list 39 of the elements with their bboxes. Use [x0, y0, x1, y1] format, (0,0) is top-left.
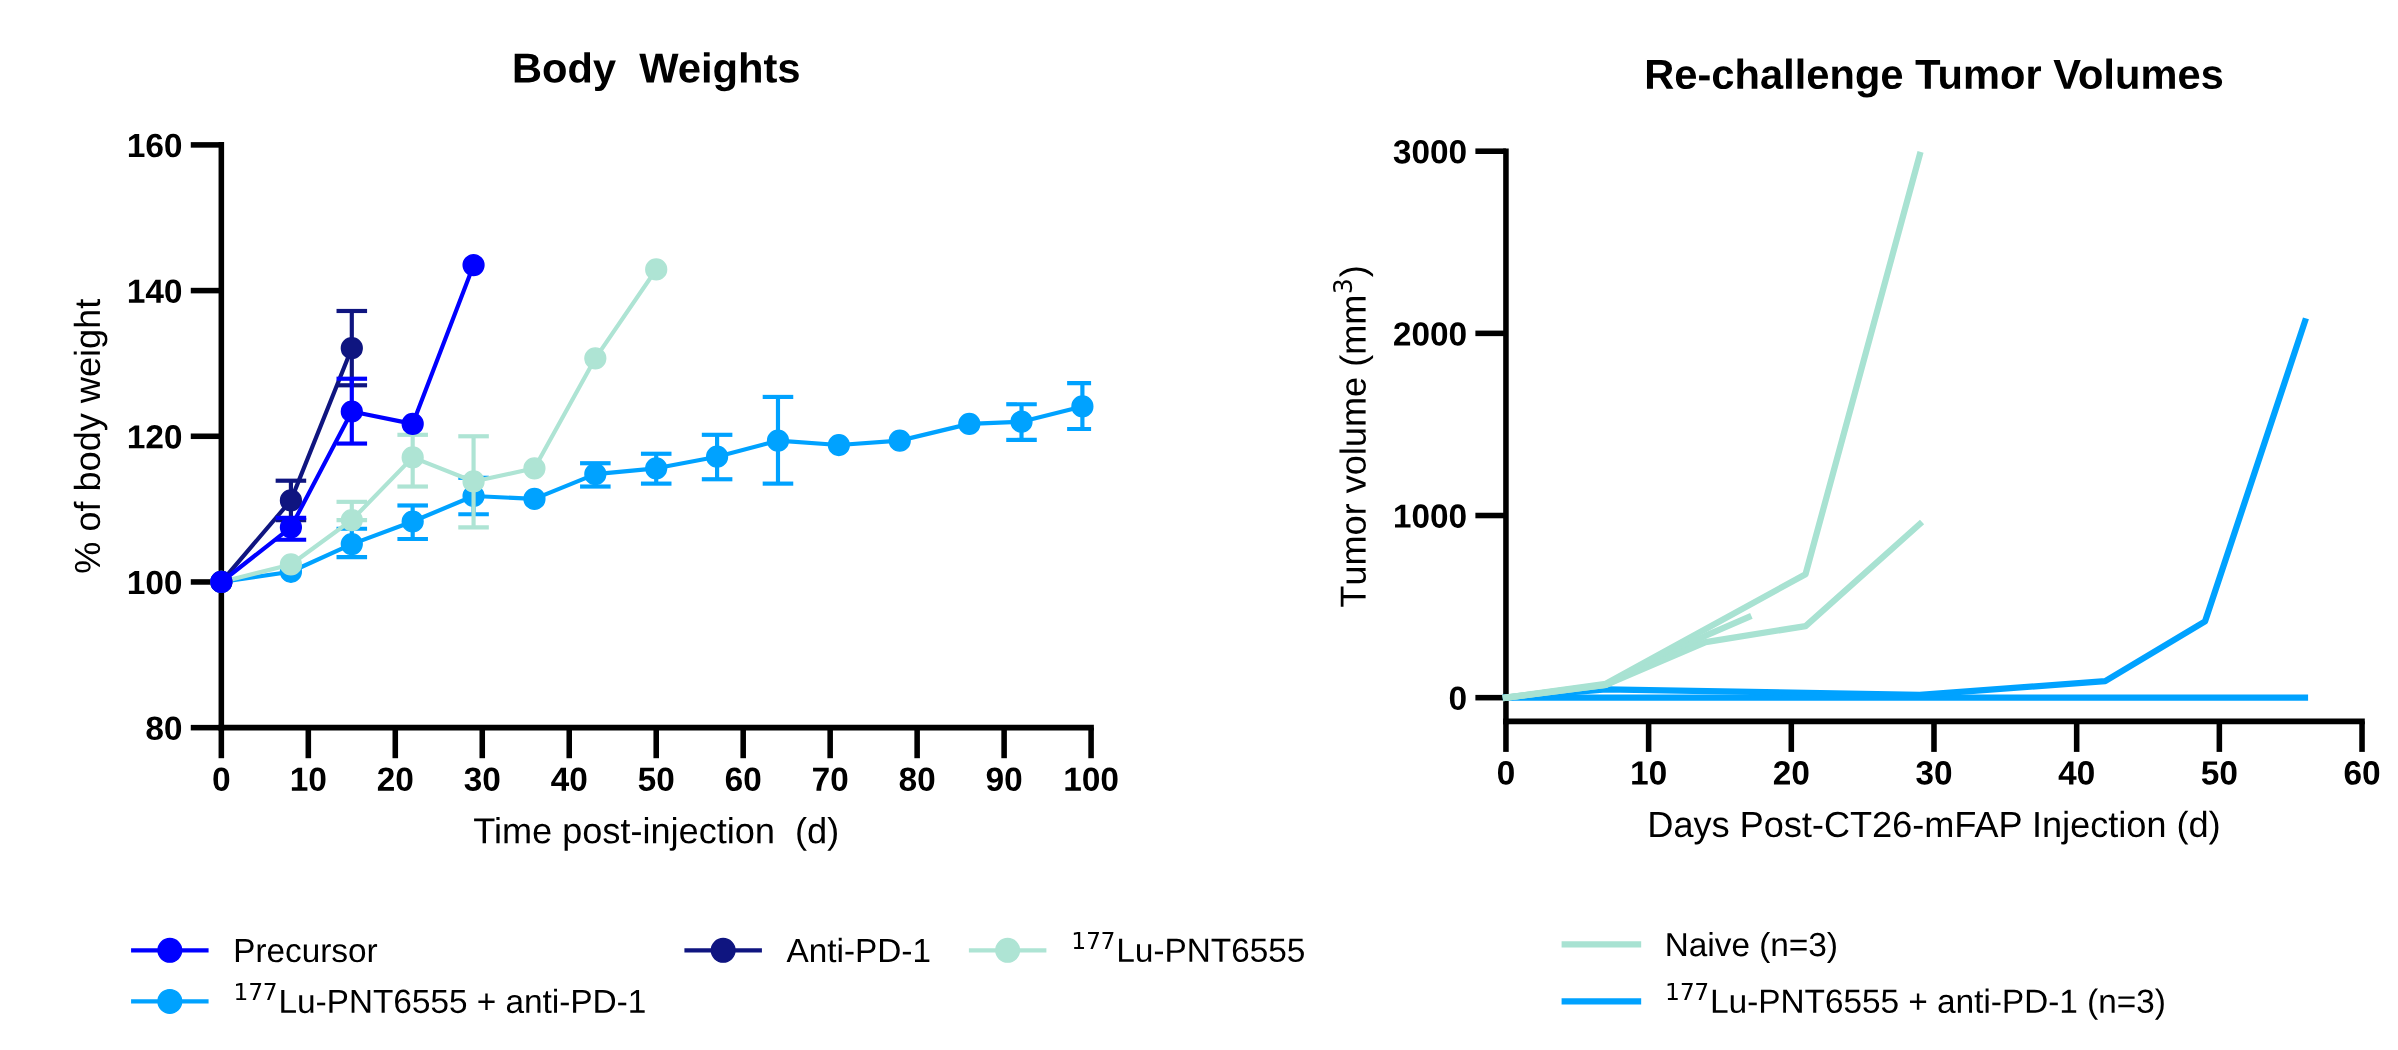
x-tick-label: 70	[813, 767, 848, 792]
y-tick-label: 140	[128, 279, 182, 303]
y-tick-label: 160	[128, 133, 182, 158]
x-tick-label: 20	[1773, 761, 1809, 785]
chart-title: Body Weights	[514, 52, 799, 92]
y-axis-title: % of body weight	[73, 299, 108, 573]
x-tick-label: 20	[377, 767, 413, 792]
y-axis-title: Tumor volume (mm$^{3}$)	[1333, 267, 1374, 607]
x-tick-label: 40	[551, 767, 587, 792]
x-tick-label: 60	[2344, 761, 2380, 785]
x-tick-label: 30	[1916, 761, 1952, 785]
legend-label: $^{177}$Lu-PNT6555	[1073, 932, 1304, 963]
x-axis-title: Time post-injection (d)	[474, 817, 837, 851]
x-tick-label: 10	[291, 767, 326, 792]
x-tick-label: 0	[1497, 761, 1514, 785]
x-tick-label: 90	[986, 767, 1022, 792]
legend-label: $^{177}$Lu-PNT6555 + anti-PD-1	[236, 983, 645, 1014]
chart-title: Re-challenge Tumor Volumes	[1646, 58, 2223, 98]
x-tick-label: 0	[213, 767, 230, 792]
x-tick-label: 40	[2058, 761, 2094, 785]
x-tick-label: 50	[2201, 761, 2237, 785]
y-tick-label: 80	[146, 716, 182, 741]
y-tick-label: 3000	[1393, 140, 1466, 164]
legend-label: $^{177}$Lu-PNT6555 + anti-PD-1 (n=3)	[1667, 983, 2164, 1020]
x-tick-label: 10	[1632, 761, 1666, 785]
y-tick-label: 100	[128, 570, 182, 595]
x-tick-label: 50	[638, 767, 674, 792]
x-tick-label: 80	[899, 767, 935, 792]
y-tick-label: 0	[1449, 686, 1466, 711]
y-tick-label: 2000	[1394, 322, 1466, 346]
y-tick-label: 1000	[1395, 504, 1466, 528]
x-axis-title: Days Post-CT26-mFAP Injection (d)	[1650, 810, 2219, 845]
legend-label: Naive (n=3)	[1667, 931, 1836, 963]
legend-label: Anti-PD-1	[786, 937, 930, 963]
x-tick-label: 100	[1065, 767, 1118, 792]
legend-label: Precursor	[235, 939, 378, 963]
x-tick-label: 30	[464, 767, 500, 792]
x-tick-label: 60	[725, 767, 761, 792]
y-tick-label: 120	[128, 425, 182, 449]
